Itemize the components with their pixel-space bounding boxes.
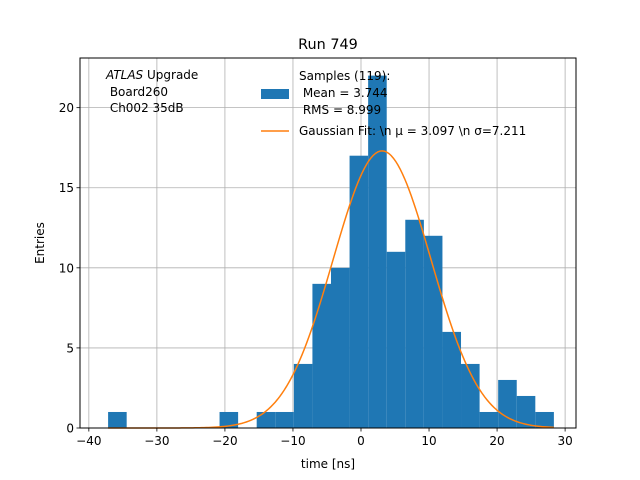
board-label: Board260	[106, 85, 168, 99]
histogram-bar	[386, 251, 406, 428]
histogram-bar	[535, 411, 554, 428]
histogram-bar	[498, 379, 517, 428]
x-tick-label: 10	[421, 434, 436, 448]
histogram-bar	[349, 155, 369, 428]
x-tick-label: −40	[76, 434, 101, 448]
legend-samples-line1: Samples (119):	[299, 69, 390, 83]
histogram-bars	[108, 75, 554, 428]
legend-samples-line2: Mean = 3.744	[299, 86, 388, 100]
y-tick-label: 0	[66, 422, 74, 436]
svg-text:ATLAS Upgrade: ATLAS Upgrade	[105, 68, 198, 82]
histogram-bar	[293, 363, 313, 428]
atlas-upgrade-label: Upgrade	[143, 68, 198, 82]
y-tick-label: 5	[66, 341, 74, 355]
y-tick-label: 10	[59, 261, 74, 275]
histogram-bar	[368, 75, 387, 428]
legend-samples-line3: RMS = 8.999	[299, 103, 381, 117]
x-tick-label: −10	[280, 434, 305, 448]
histogram-bar	[275, 411, 294, 428]
histogram-bar	[108, 411, 127, 428]
x-tick-label: 0	[357, 434, 365, 448]
histogram-bar	[405, 219, 424, 428]
y-axis-label: Entries	[33, 222, 47, 264]
chart-title: Run 749	[298, 37, 358, 53]
y-tick-label: 15	[59, 181, 74, 195]
histogram-bar	[256, 411, 276, 428]
legend-fit-label: Gaussian Fit: \n μ = 3.097 \n σ=7.211	[299, 124, 526, 138]
x-tick-label: 20	[489, 434, 504, 448]
histogram-bar	[516, 395, 536, 428]
atlas-annotation: ATLAS Upgrade Board260 Ch002 35dB	[105, 68, 198, 115]
x-tick-label: 30	[557, 434, 572, 448]
x-axis: −40 −30 −20 −10 0 10 20 30	[76, 428, 573, 448]
histogram-bar	[442, 331, 462, 428]
histogram-bar	[479, 411, 499, 428]
histogram-bar	[330, 267, 350, 428]
x-tick-label: −30	[144, 434, 169, 448]
channel-label: Ch002 35dB	[106, 101, 184, 115]
plot-frame	[79, 57, 577, 429]
legend-samples-swatch	[261, 89, 289, 99]
x-axis-label: time [ns]	[301, 457, 355, 471]
histogram-bar	[312, 283, 331, 428]
y-axis: 0 5 10 15 20	[59, 101, 80, 436]
atlas-label: ATLAS	[105, 68, 144, 82]
x-tick-label: −20	[212, 434, 237, 448]
histogram-bar	[219, 411, 239, 428]
histogram-bar	[461, 363, 480, 428]
y-tick-label: 20	[59, 101, 74, 115]
legend: Samples (119): Mean = 3.744 RMS = 8.999 …	[261, 69, 526, 138]
